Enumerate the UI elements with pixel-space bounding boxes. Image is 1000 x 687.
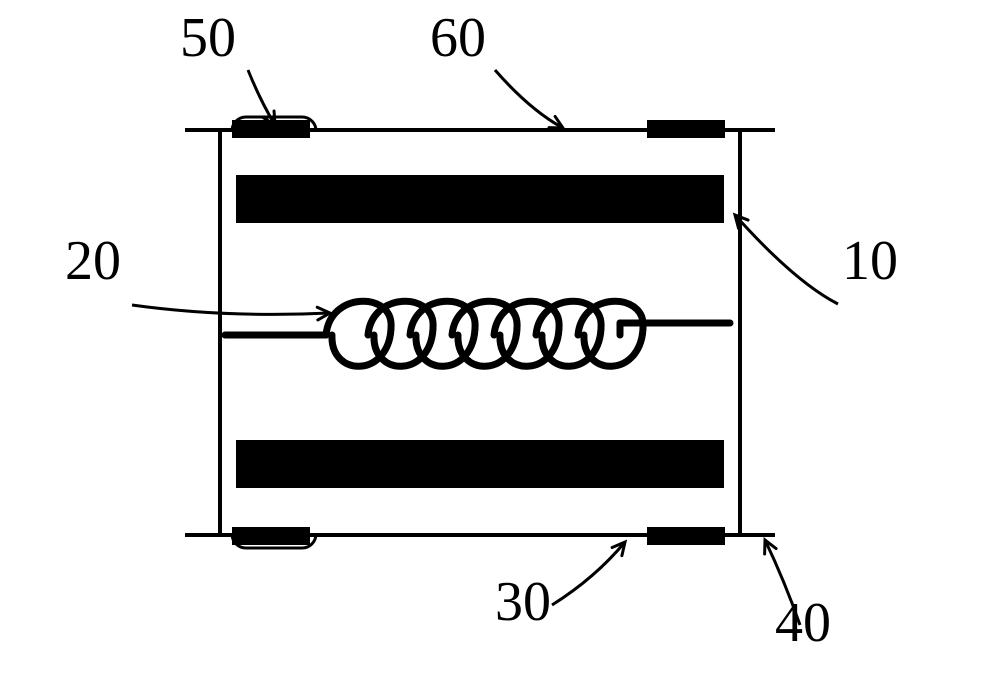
corner-lug-bl <box>232 527 310 545</box>
label-l40: 40 <box>775 592 831 654</box>
thick-bar-top <box>236 175 724 223</box>
corner-lug-tr <box>647 120 725 138</box>
thick-bar-bottom <box>236 440 724 488</box>
leader-l30 <box>552 542 625 605</box>
label-l50: 50 <box>180 7 236 69</box>
label-l10: 10 <box>842 230 898 292</box>
label-l20: 20 <box>65 230 121 292</box>
label-l30: 30 <box>495 571 551 633</box>
label-l60: 60 <box>430 7 486 69</box>
leader-l60 <box>495 70 563 128</box>
leader-l10 <box>735 215 838 304</box>
corner-lug-br <box>647 527 725 545</box>
